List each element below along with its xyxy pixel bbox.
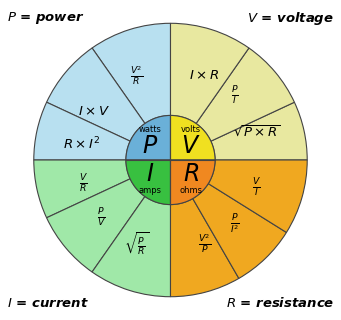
Wedge shape bbox=[126, 116, 170, 160]
Wedge shape bbox=[92, 196, 170, 297]
Wedge shape bbox=[34, 102, 130, 160]
Wedge shape bbox=[193, 184, 286, 278]
Text: $\sqrt{P \times R}$: $\sqrt{P \times R}$ bbox=[233, 124, 280, 140]
Wedge shape bbox=[126, 160, 170, 204]
Text: $\mathit{I}$ = current: $\mathit{I}$ = current bbox=[7, 297, 89, 310]
Wedge shape bbox=[170, 160, 215, 204]
Wedge shape bbox=[170, 199, 239, 297]
Text: $\frac{P}{I}$: $\frac{P}{I}$ bbox=[231, 85, 238, 107]
Text: $I \times R$: $I \times R$ bbox=[189, 69, 220, 83]
Wedge shape bbox=[47, 48, 145, 141]
Text: $\frac{V^2}{P}$: $\frac{V^2}{P}$ bbox=[198, 233, 211, 255]
Text: $\mathit{V}$ = voltage: $\mathit{V}$ = voltage bbox=[247, 10, 334, 27]
Text: $\mathit{R}$: $\mathit{R}$ bbox=[183, 162, 199, 186]
Wedge shape bbox=[208, 160, 307, 232]
Text: $\mathit{V}$: $\mathit{V}$ bbox=[181, 134, 201, 158]
Wedge shape bbox=[170, 116, 215, 160]
Text: $\mathit{P}$ = power: $\mathit{P}$ = power bbox=[7, 10, 84, 26]
Text: $\frac{V}{I}$: $\frac{V}{I}$ bbox=[252, 177, 261, 199]
Text: amps: amps bbox=[139, 186, 162, 195]
Wedge shape bbox=[47, 179, 145, 272]
Wedge shape bbox=[34, 160, 130, 218]
Text: watts: watts bbox=[139, 125, 162, 134]
Text: ohms: ohms bbox=[179, 186, 202, 195]
Wedge shape bbox=[211, 102, 307, 160]
Wedge shape bbox=[196, 48, 294, 141]
Wedge shape bbox=[92, 23, 170, 124]
Text: $\frac{V^2}{R}$: $\frac{V^2}{R}$ bbox=[130, 65, 143, 87]
Text: $\frac{P}{V}$: $\frac{P}{V}$ bbox=[97, 207, 105, 229]
Text: $\frac{P}{I^2}$: $\frac{P}{I^2}$ bbox=[230, 212, 239, 236]
Text: $\mathit{P}$: $\mathit{P}$ bbox=[142, 134, 158, 158]
Text: volts: volts bbox=[181, 125, 201, 134]
Text: $R \times I^2$: $R \times I^2$ bbox=[63, 136, 100, 153]
Text: $\sqrt{\frac{P}{R}}$: $\sqrt{\frac{P}{R}}$ bbox=[124, 231, 149, 257]
Text: $\mathit{I}$: $\mathit{I}$ bbox=[146, 162, 154, 186]
Wedge shape bbox=[170, 23, 249, 124]
Text: $\frac{V}{R}$: $\frac{V}{R}$ bbox=[78, 172, 87, 195]
Text: $\mathit{R}$ = resistance: $\mathit{R}$ = resistance bbox=[226, 296, 334, 310]
Text: $I \times V$: $I \times V$ bbox=[78, 106, 110, 118]
